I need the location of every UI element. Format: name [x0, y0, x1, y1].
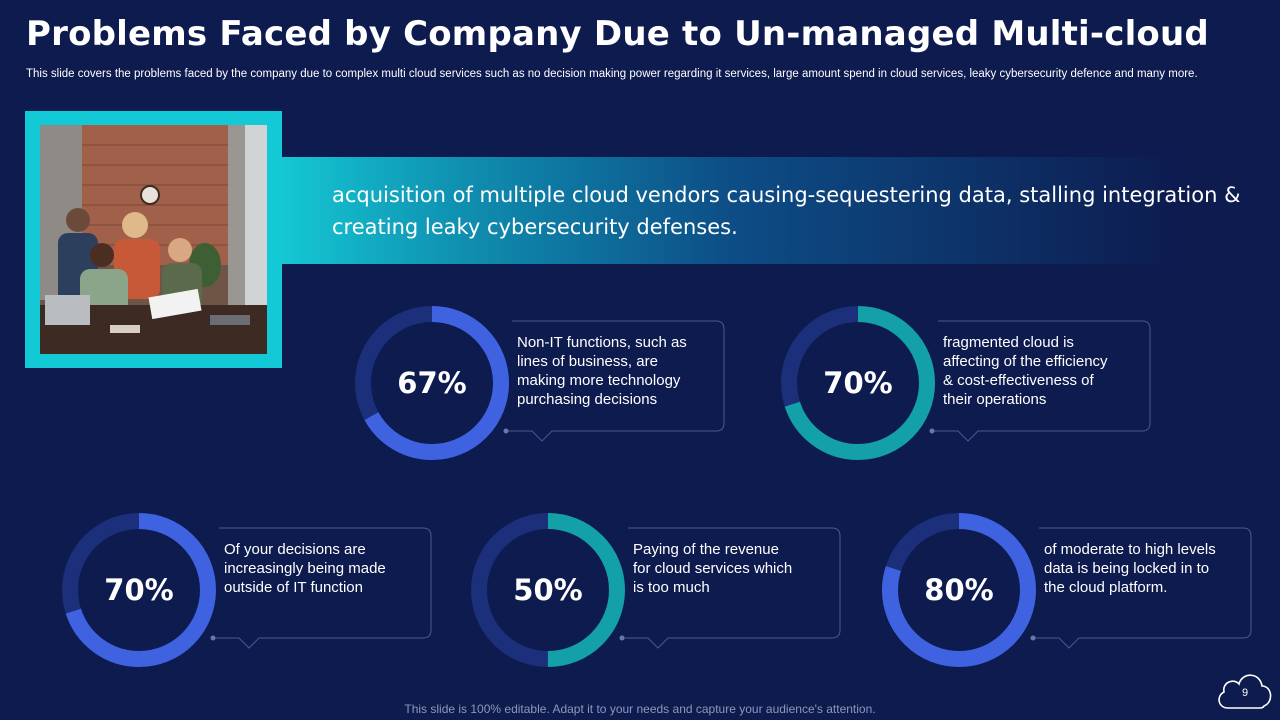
- description-line: & cost-effectiveness of: [943, 372, 1094, 389]
- highlight-banner: acquisition of multiple cloud vendors ca…: [282, 157, 1280, 264]
- description-line: affecting of the efficiency: [943, 353, 1108, 370]
- description-line: outside of IT function: [224, 579, 363, 596]
- callout-outline: [506, 320, 725, 442]
- progress-ring: [781, 306, 935, 460]
- percentage-label: 67%: [397, 366, 467, 400]
- callout-bubble: [619, 527, 841, 649]
- callout-outline: [1033, 527, 1252, 649]
- callout-dot: [503, 428, 509, 434]
- callout-outline: [213, 527, 432, 649]
- description-line: making more technology: [517, 372, 681, 389]
- ring-progress-arc: [355, 306, 509, 460]
- team-photo: [40, 125, 267, 354]
- description-line: Paying of the revenue: [633, 541, 779, 558]
- progress-ring: [471, 513, 625, 667]
- description-line: Of your decisions are: [224, 541, 366, 558]
- progress-ring: [62, 513, 216, 667]
- slide-title: Problems Faced by Company Due to Un-mana…: [26, 14, 1209, 54]
- ring-progress-arc: [471, 513, 625, 667]
- callout-bubble: [210, 527, 432, 649]
- description-line: data is being locked in to: [1044, 560, 1210, 577]
- description-line: of moderate to high levels: [1044, 541, 1216, 558]
- percentage-label: 70%: [104, 573, 174, 607]
- callout-bubble: [929, 320, 1151, 442]
- description-line: their operations: [943, 391, 1047, 408]
- percentage-label: 70%: [823, 366, 893, 400]
- banner-text: acquisition of multiple cloud vendors ca…: [332, 183, 1241, 239]
- callout-outline: [932, 320, 1151, 442]
- description-line: for cloud services which: [633, 560, 793, 577]
- description-line: fragmented cloud is: [943, 334, 1074, 351]
- callout-bubble: [503, 320, 725, 442]
- stat-description: fragmented cloud is affecting of the effi…: [943, 333, 1143, 409]
- ring-progress-arc: [62, 513, 216, 667]
- stat-description: Paying of the revenue for cloud services …: [633, 540, 833, 597]
- callout-dot: [619, 635, 625, 641]
- callout-dot: [1030, 635, 1036, 641]
- slide-subtitle: This slide covers the problems faced by …: [26, 68, 1198, 80]
- callout-outline: [622, 527, 841, 649]
- page-number: 9: [1241, 687, 1249, 699]
- ring-progress-arc: [882, 513, 1036, 667]
- callout-dot: [929, 428, 935, 434]
- progress-ring: [355, 306, 509, 460]
- description-line: lines of business, are: [517, 353, 658, 370]
- ring-progress-arc: [781, 306, 935, 460]
- stat-description: of moderate to high levels data is being …: [1044, 540, 1244, 597]
- photo-frame: [25, 111, 282, 368]
- description-line: the cloud platform.: [1044, 579, 1168, 596]
- percentage-label: 50%: [513, 573, 583, 607]
- callout-bubble: [1030, 527, 1252, 649]
- percentage-label: 80%: [924, 573, 994, 607]
- description-line: Non-IT functions, such as: [517, 334, 687, 351]
- callout-dot: [210, 635, 216, 641]
- stat-description: Non-IT functions, such as lines of busine…: [517, 333, 717, 409]
- stat-description: Of your decisions are increasingly being …: [224, 540, 424, 597]
- footer-note: This slide is 100% editable. Adapt it to…: [404, 702, 876, 716]
- description-line: increasingly being made: [224, 560, 386, 577]
- cloud-icon: [1218, 674, 1272, 709]
- description-line: is too much: [633, 579, 710, 596]
- progress-ring: [882, 513, 1036, 667]
- description-line: purchasing decisions: [517, 391, 658, 408]
